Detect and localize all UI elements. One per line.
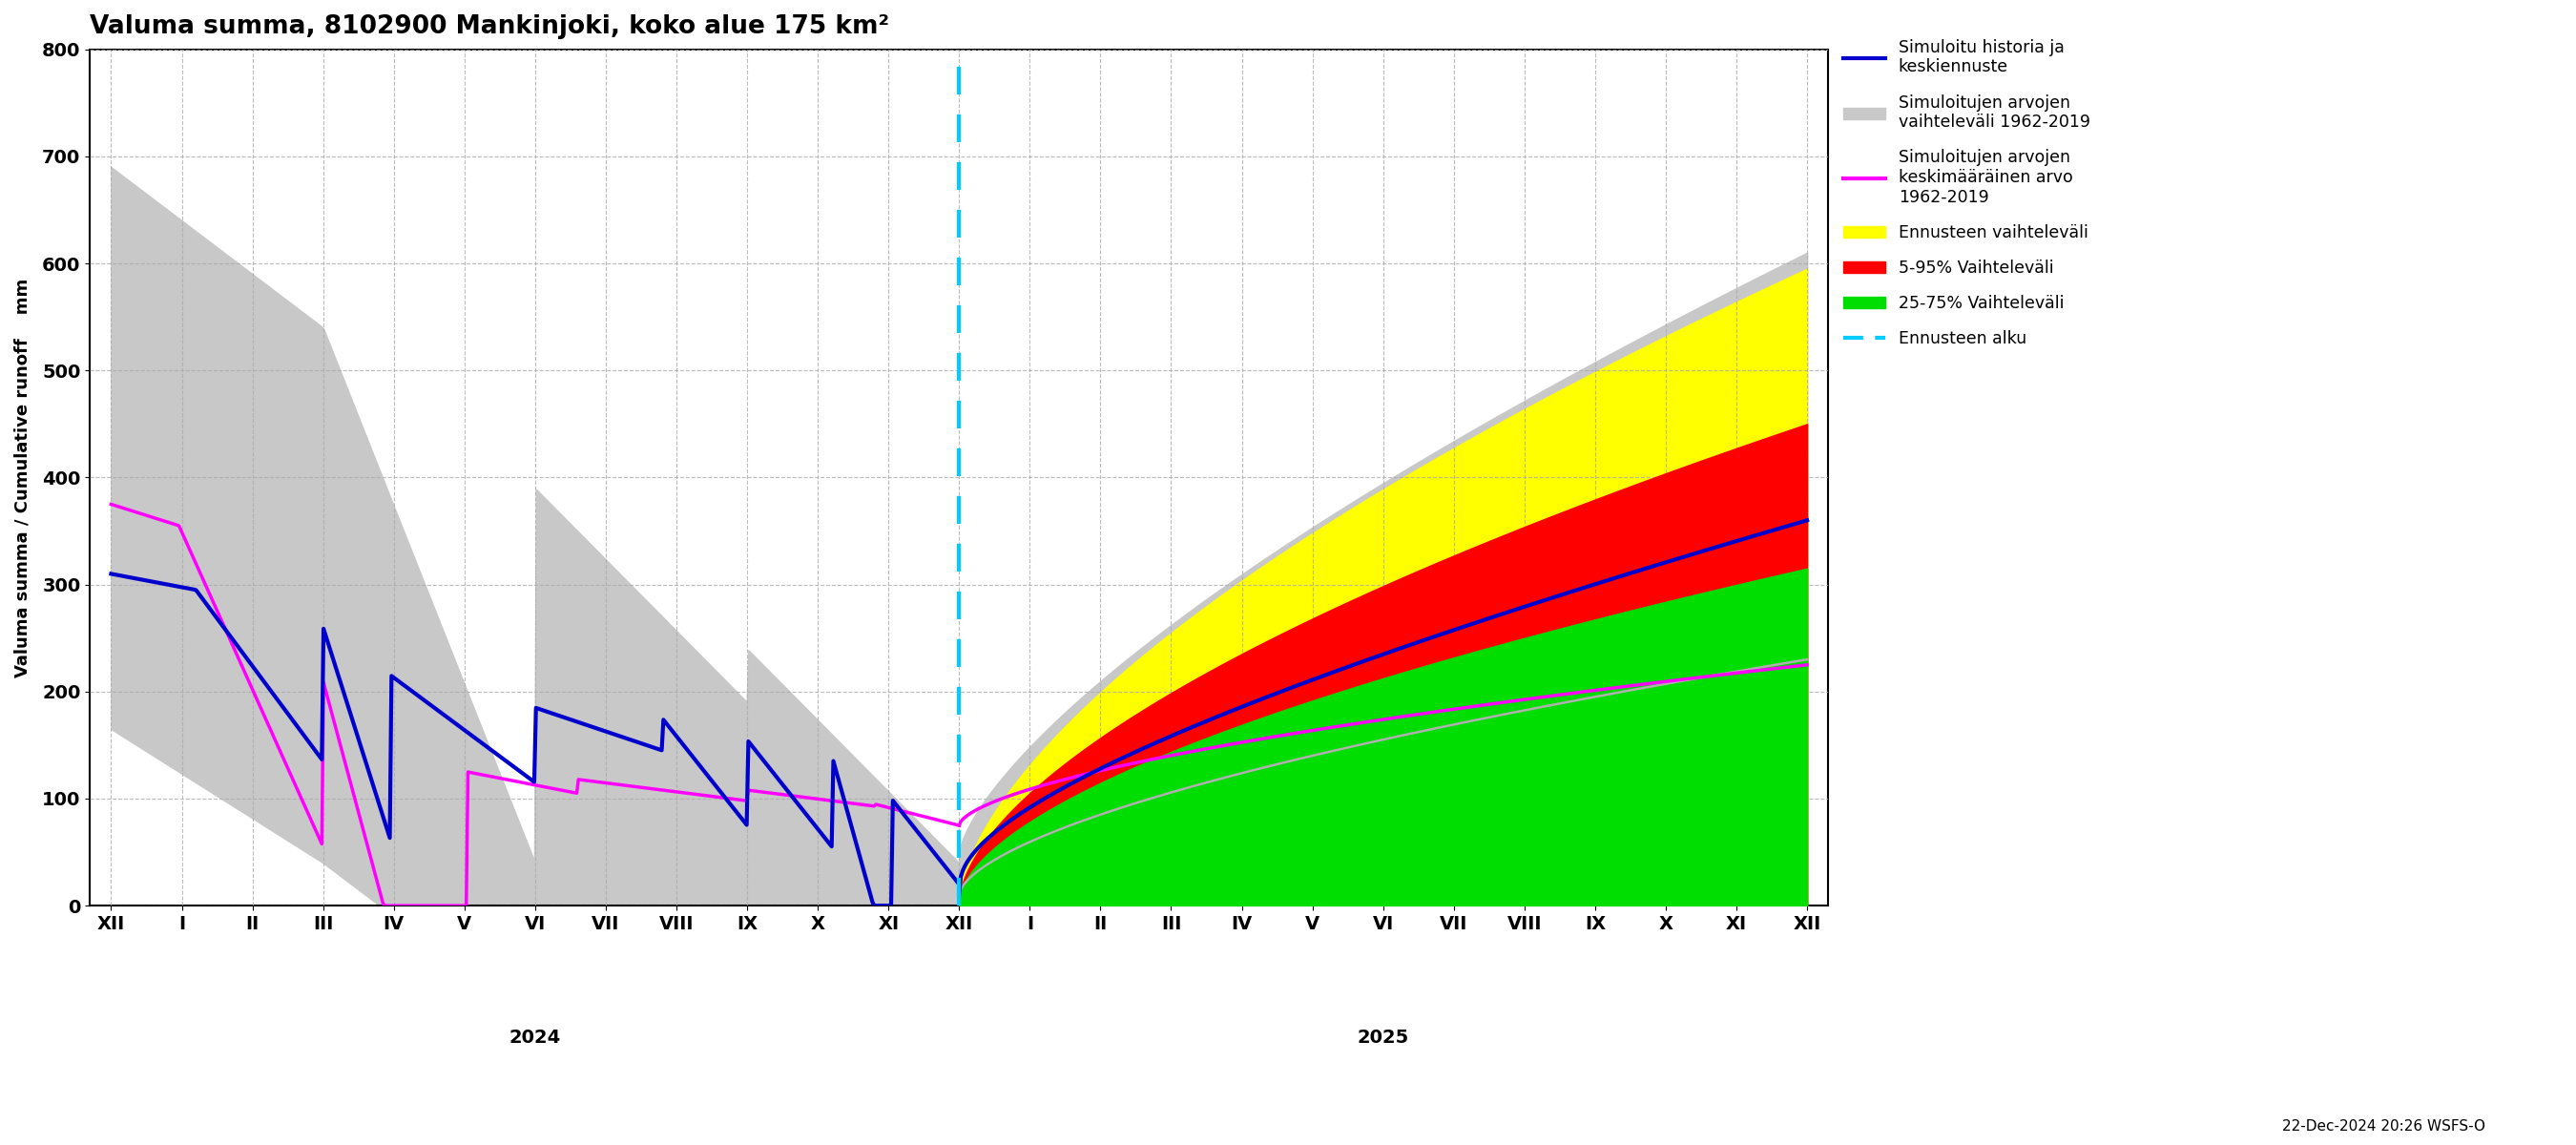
Text: 2025: 2025: [1358, 1028, 1409, 1047]
Text: Valuma summa, 8102900 Mankinjoki, koko alue 175 km²: Valuma summa, 8102900 Mankinjoki, koko a…: [90, 14, 889, 39]
Text: 22-Dec-2024 20:26 WSFS-O: 22-Dec-2024 20:26 WSFS-O: [2282, 1120, 2486, 1134]
Text: 2024: 2024: [510, 1028, 562, 1047]
Y-axis label: Valuma summa / Cumulative runoff    mm: Valuma summa / Cumulative runoff mm: [15, 278, 31, 677]
Legend: Simuloitu historia ja
keskiennuste, Simuloitujen arvojen
vaihteleväli 1962-2019,: Simuloitu historia ja keskiennuste, Simu…: [1837, 32, 2097, 354]
